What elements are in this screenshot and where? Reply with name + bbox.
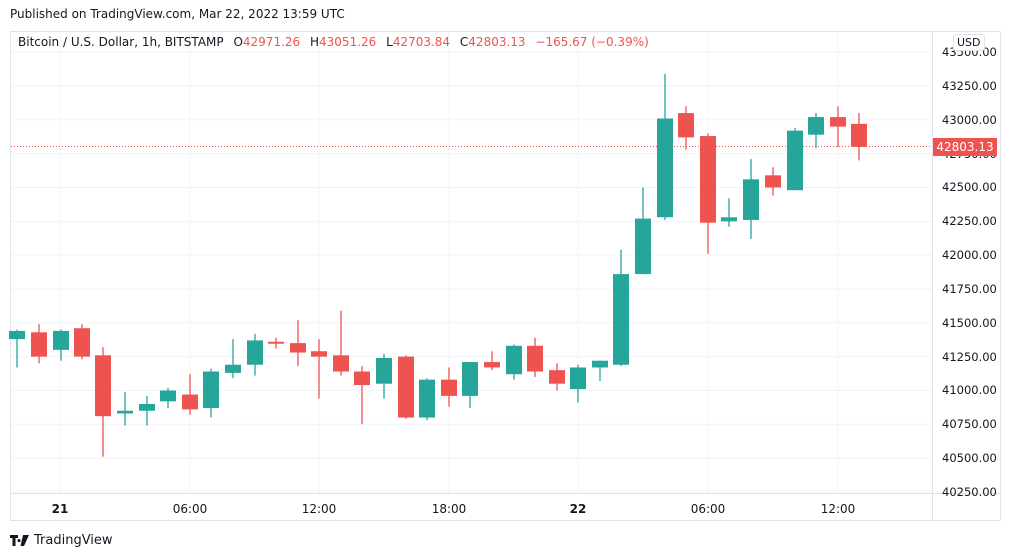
- bearish-candle: [311, 351, 327, 357]
- price-tick: 42000.00: [942, 248, 997, 263]
- bearish-candle: [700, 136, 716, 223]
- bearish-candle: [290, 343, 306, 353]
- price-tick: 41750.00: [942, 281, 997, 296]
- price-tick: 42250.00: [942, 214, 997, 229]
- close-label: C: [459, 35, 469, 49]
- bearish-candle: [95, 355, 111, 417]
- bullish-candle: [592, 360, 608, 368]
- high-label: H: [310, 35, 320, 49]
- bullish-candle: [160, 390, 176, 402]
- bullish-candle: [9, 330, 25, 340]
- bullish-candle: [419, 379, 435, 418]
- change-value: −165.67 (−0.39%): [535, 35, 649, 49]
- bullish-candle: [808, 117, 824, 135]
- bullish-candle: [787, 130, 803, 191]
- bearish-candle: [484, 362, 500, 368]
- bullish-candle: [117, 410, 133, 414]
- bearish-candle: [268, 341, 284, 344]
- bearish-candle: [765, 175, 781, 188]
- bearish-candle: [549, 370, 565, 384]
- time-tick: 12:00: [820, 502, 856, 516]
- high-value: 43051.26: [319, 35, 377, 49]
- price-tick: 43250.00: [942, 79, 997, 93]
- bullish-candle: [53, 330, 69, 350]
- time-tick: 06:00: [690, 502, 726, 516]
- time-tick: 18:00: [431, 502, 467, 516]
- time-axis-divider: [10, 493, 1001, 494]
- bullish-candle: [225, 364, 241, 373]
- bearish-candle: [74, 328, 90, 357]
- bullish-candle: [657, 118, 673, 218]
- bullish-candle: [613, 274, 629, 365]
- price-tick: 42500.00: [942, 180, 997, 195]
- bearish-candle: [398, 356, 414, 418]
- published-caption: Published on TradingView.com, Mar 22, 20…: [10, 7, 345, 21]
- low-label: L: [386, 35, 393, 49]
- bullish-candle: [506, 345, 522, 375]
- bearish-candle: [830, 117, 846, 127]
- bullish-candle: [462, 362, 478, 396]
- bullish-candle: [721, 217, 737, 222]
- bullish-candle: [203, 371, 219, 409]
- bearish-candle: [182, 394, 198, 410]
- price-axis-divider: [932, 31, 933, 521]
- open-label: O: [233, 35, 243, 49]
- bearish-candle: [851, 123, 867, 147]
- bearish-candle: [354, 371, 370, 386]
- time-tick: 06:00: [172, 502, 208, 516]
- price-tick: 40250.00: [942, 484, 997, 499]
- bullish-candle: [635, 218, 651, 275]
- bearish-candle: [441, 379, 457, 396]
- bullish-candle: [743, 179, 759, 220]
- bearish-candle: [31, 332, 47, 357]
- currency-badge[interactable]: USD: [953, 34, 985, 51]
- tradingview-brand[interactable]: TradingView: [10, 533, 113, 548]
- time-tick: 21: [51, 502, 69, 516]
- price-tick: 40750.00: [942, 417, 997, 432]
- time-tick: 22: [569, 502, 587, 516]
- brand-label: TradingView: [34, 533, 113, 548]
- last-price-label: 42803.13: [933, 138, 997, 156]
- bullish-candle: [376, 357, 392, 384]
- price-tick: 40500.00: [942, 451, 997, 466]
- bearish-candle: [527, 345, 543, 372]
- chart-frame: [10, 31, 1001, 521]
- bullish-candle: [139, 403, 155, 411]
- chart-legend: Bitcoin / U.S. Dollar, 1h, BITSTAMP O429…: [18, 35, 649, 49]
- price-tick: 41000.00: [942, 383, 997, 398]
- time-tick: 12:00: [301, 502, 337, 516]
- symbol-label: Bitcoin / U.S. Dollar, 1h, BITSTAMP: [18, 35, 224, 49]
- price-tick: 43000.00: [942, 112, 997, 127]
- price-tick: 41500.00: [942, 315, 997, 330]
- tradingview-logo-icon: [10, 534, 29, 546]
- price-tick: 41250.00: [942, 349, 997, 364]
- bullish-candle: [570, 367, 586, 390]
- bearish-candle: [333, 355, 349, 372]
- bearish-candle: [678, 113, 694, 138]
- open-value: 42971.26: [242, 35, 301, 49]
- bullish-candle: [247, 340, 263, 365]
- low-value: 42703.84: [392, 35, 451, 49]
- close-value: 42803.13: [468, 35, 526, 49]
